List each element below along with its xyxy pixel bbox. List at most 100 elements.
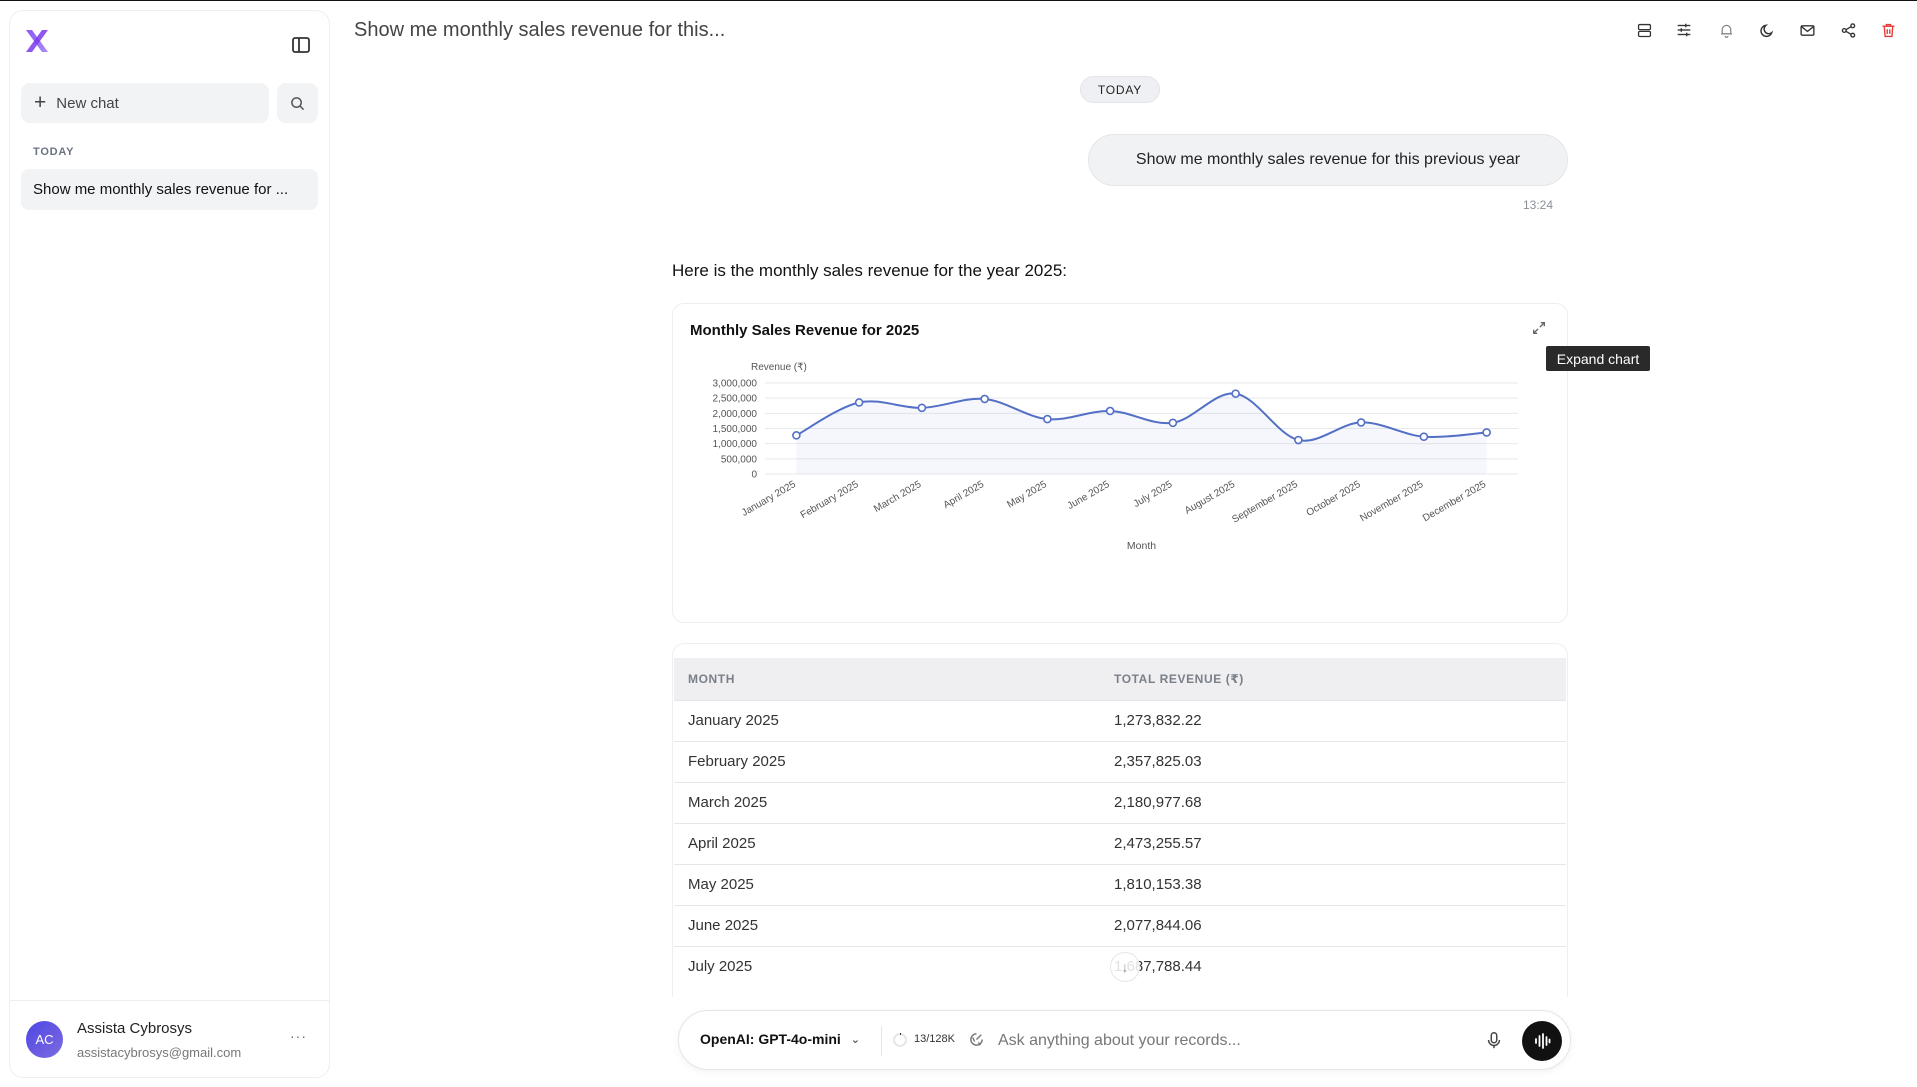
message-timestamp: 13:24 — [1523, 198, 1554, 212]
page-title: Show me monthly sales revenue for this..… — [354, 19, 726, 41]
cell-month: July 2025 — [674, 945, 1100, 987]
x-tick-label: November 2025 — [1358, 479, 1425, 524]
sidebar: + New chat TODAY Show me monthly sales r… — [9, 10, 330, 1078]
data-point — [854, 398, 864, 407]
data-point — [792, 431, 801, 440]
y-tick-label: 0 — [751, 470, 757, 481]
y-tick-label: 3,000,000 — [713, 379, 758, 390]
x-tick-label: January 2025 — [740, 479, 798, 519]
chart-card: Monthly Sales Revenue for 2025 Revenue (… — [672, 303, 1568, 623]
token-usage-ring-icon — [893, 1033, 907, 1047]
x-tick-label: August 2025 — [1183, 479, 1238, 517]
data-point — [1105, 406, 1115, 416]
waveform-icon — [1535, 1033, 1551, 1049]
data-point — [1356, 418, 1366, 427]
day-separator: TODAY — [1080, 76, 1160, 103]
scroll-to-bottom-arrow-icon[interactable]: ↓ — [1110, 952, 1140, 982]
cell-month: April 2025 — [674, 822, 1100, 864]
data-point — [1168, 418, 1178, 428]
table-row: January 2025 1,273,832.22 — [674, 699, 1566, 741]
share-icon[interactable] — [1838, 20, 1858, 40]
app-logo[interactable] — [24, 27, 50, 55]
data-point — [980, 394, 989, 404]
revenue-table: MONTH TOTAL REVENUE (₹) January 2025 1,27… — [674, 658, 1566, 987]
cell-month: May 2025 — [674, 863, 1100, 905]
chevron-down-icon: ⌄ — [850, 1033, 860, 1046]
x-tick-label: September 2025 — [1230, 479, 1300, 526]
sidebar-divider — [10, 1000, 329, 1001]
data-point — [917, 403, 927, 413]
cell-revenue: 2,180,977.68 — [1100, 781, 1566, 823]
data-point — [1043, 414, 1052, 424]
y-tick-label: 2,000,000 — [713, 409, 758, 420]
x-tick-label: June 2025 — [1066, 479, 1112, 512]
y-tick-label: 500,000 — [721, 454, 758, 465]
user-name: Assista Cybrosys — [77, 1020, 193, 1037]
x-tick-label: March 2025 — [872, 479, 924, 515]
user-menu-button[interactable]: ··· — [290, 1028, 307, 1044]
cell-revenue: 1,810,153.38 — [1100, 863, 1566, 905]
x-tick-label: July 2025 — [1132, 479, 1175, 510]
model-selector[interactable]: OpenAI: GPT-4o-mini ⌄ — [700, 1031, 860, 1047]
new-chat-button[interactable]: + New chat — [21, 83, 269, 123]
avatar[interactable]: AC — [26, 1021, 63, 1058]
user-message-bubble: Show me monthly sales revenue for this p… — [1088, 134, 1568, 186]
data-point — [1231, 389, 1240, 398]
table-row: March 2025 2,180,977.68 — [674, 781, 1566, 823]
data-point — [1419, 432, 1429, 441]
composer-divider — [881, 1026, 882, 1056]
x-tick-label: February 2025 — [799, 479, 861, 521]
layout-icon[interactable] — [1634, 20, 1654, 40]
chat-list-item[interactable]: Show me monthly sales revenue for ... — [21, 169, 318, 210]
y-tick-label: 1,500,000 — [713, 424, 758, 435]
user-email: assistacybrosys@gmail.com — [77, 1045, 242, 1060]
table-header-row: MONTH TOTAL REVENUE (₹) — [674, 658, 1566, 700]
message-composer: OpenAI: GPT-4o-mini ⌄ 13/128K — [678, 1010, 1571, 1070]
x-tick-label: April 2025 — [942, 479, 987, 511]
bell-icon[interactable] — [1716, 20, 1736, 40]
cell-revenue: 2,357,825.03 — [1100, 740, 1566, 782]
cell-month: January 2025 — [674, 699, 1100, 741]
assistant-message-text: Here is the monthly sales revenue for th… — [672, 261, 1067, 280]
table-row: July 2025 1,687,788.44 — [674, 945, 1566, 987]
cell-month: March 2025 — [674, 781, 1100, 823]
chat-list-item-label: Show me monthly sales revenue for ... — [33, 181, 289, 198]
y-tick-label: 2,500,000 — [713, 394, 758, 405]
table-row: May 2025 1,810,153.38 — [674, 863, 1566, 905]
chat-section-label: TODAY — [33, 146, 75, 158]
cell-revenue: 1,687,788.44 — [1100, 945, 1566, 987]
column-header-revenue: TOTAL REVENUE (₹) — [1100, 658, 1566, 700]
expand-chart-icon[interactable] — [1531, 320, 1549, 338]
series-area — [796, 393, 1487, 474]
x-axis-label: Month — [1127, 540, 1156, 552]
cell-month: February 2025 — [674, 740, 1100, 782]
delete-trash-icon[interactable] — [1878, 20, 1898, 40]
voice-mode-button[interactable] — [1522, 1021, 1562, 1061]
y-tick-label: 1,000,000 — [713, 439, 758, 450]
search-icon — [291, 96, 305, 110]
expand-chart-tooltip: Expand chart — [1546, 346, 1650, 371]
settings-sliders-icon[interactable] — [1674, 20, 1694, 40]
token-usage: 13/128K — [914, 1033, 955, 1045]
data-point — [1294, 435, 1303, 445]
column-header-month: MONTH — [674, 658, 1100, 700]
table-row: June 2025 2,077,844.06 — [674, 904, 1566, 946]
y-axis-label: Revenue (₹) — [751, 362, 807, 373]
table-row: April 2025 2,473,255.57 — [674, 822, 1566, 864]
prompt-input[interactable] — [998, 1027, 1448, 1055]
revenue-table-card: MONTH TOTAL REVENUE (₹) January 2025 1,27… — [672, 643, 1568, 997]
tools-toggle-icon[interactable] — [968, 1031, 986, 1049]
sidebar-toggle-icon[interactable] — [290, 34, 312, 56]
cell-revenue: 2,077,844.06 — [1100, 904, 1566, 946]
cell-revenue: 2,473,255.57 — [1100, 822, 1566, 864]
revenue-line-chart: Revenue (₹) 3,000,000 2,500,000 2,000,000 1,… — [713, 362, 1518, 552]
microphone-icon[interactable] — [1484, 1030, 1506, 1052]
mail-icon[interactable] — [1797, 20, 1817, 40]
dark-mode-moon-icon[interactable] — [1757, 20, 1777, 40]
window-top-border — [0, 0, 1917, 1]
search-chats-button[interactable] — [277, 83, 318, 123]
table-row: February 2025 2,357,825.03 — [674, 740, 1566, 782]
new-chat-label: New chat — [56, 94, 119, 112]
x-tick-label: October 2025 — [1305, 479, 1363, 519]
chart-title: Monthly Sales Revenue for 2025 — [690, 322, 920, 339]
